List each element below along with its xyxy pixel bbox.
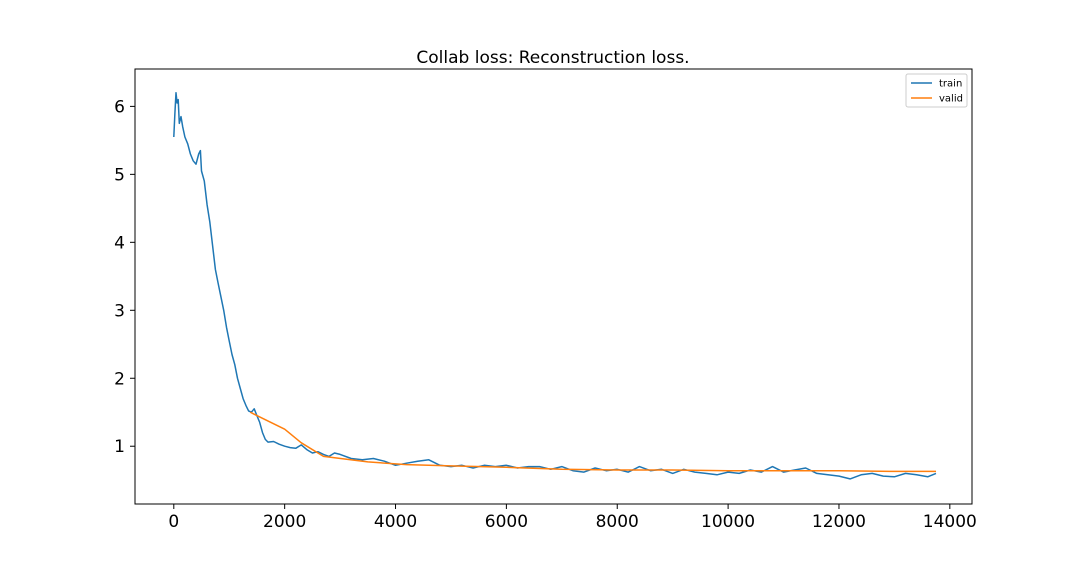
x-tick-label: 12000 (812, 512, 866, 532)
x-tick-label: 2000 (263, 512, 306, 532)
y-tick-label: 4 (114, 233, 125, 253)
plot-frame (134, 68, 973, 505)
y-tick-label: 2 (114, 369, 125, 389)
x-tick-label: 10000 (701, 512, 755, 532)
legend-label-valid: valid (939, 94, 963, 105)
chart-title: Collab loss: Reconstruction loss. (416, 48, 689, 68)
x-tick-label: 6000 (485, 512, 528, 532)
y-tick-label: 6 (114, 97, 125, 117)
y-axis-ticks: 1 2 3 4 5 6 (114, 97, 135, 457)
series-line-valid (249, 411, 936, 473)
legend-label-train: train (939, 79, 962, 90)
plot-lines (173, 92, 937, 480)
x-tick-label: 8000 (596, 512, 639, 532)
x-tick-label: 14000 (923, 512, 977, 532)
series-line-train (173, 92, 937, 480)
y-tick-label: 3 (114, 301, 125, 321)
legend: train valid (905, 73, 968, 108)
y-tick-label: 1 (114, 437, 125, 457)
x-tick-label: 0 (168, 512, 179, 532)
y-tick-label: 5 (114, 165, 125, 185)
x-axis-ticks: 0 2000 4000 6000 8000 10000 12000 14000 (168, 504, 977, 532)
x-tick-label: 4000 (374, 512, 417, 532)
